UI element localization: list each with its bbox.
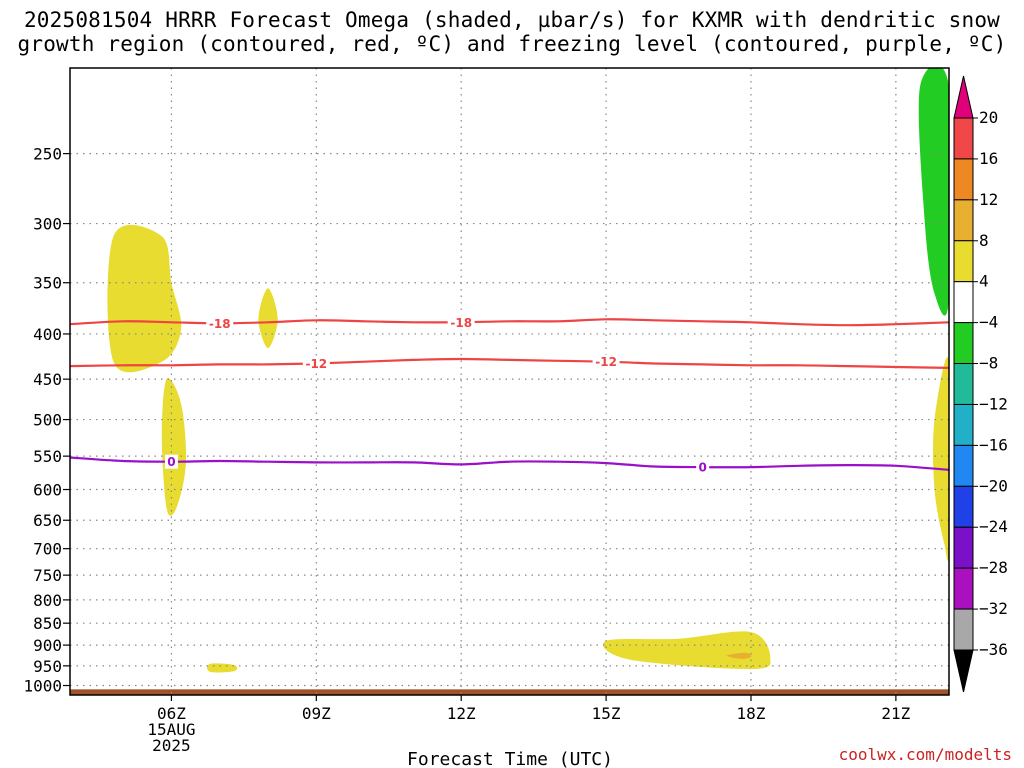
- colorbar-label-9: −20: [979, 476, 1008, 495]
- colorbar-label-6: −8: [979, 354, 998, 373]
- colorbar-label-8: −16: [979, 435, 1008, 454]
- colorbar-segment-10: [953, 526, 974, 569]
- colorbar-label-2: 12: [979, 190, 998, 209]
- colorbar-label-3: 8: [979, 231, 989, 250]
- y-tick-label-1000: 1000: [23, 677, 62, 696]
- y-tick-label-250: 250: [33, 145, 62, 164]
- contour-label-bg--12-0: [302, 356, 330, 371]
- y-tick-label-550: 550: [33, 447, 62, 466]
- omega-region-2: [258, 288, 278, 349]
- x-date-label-1: 2025: [152, 736, 191, 755]
- colorbar-segment-0: [953, 117, 974, 160]
- x-tick-label-18Z: 18Z: [737, 704, 766, 723]
- y-tick-label-800: 800: [33, 591, 62, 610]
- x-tick-label-21Z: 21Z: [881, 704, 910, 723]
- x-tick-label-12Z: 12Z: [447, 704, 476, 723]
- colorbar: 20 16 12 8 4 −4 −8 −12 −16 −20 −24 −28 −32 −36: [953, 75, 1008, 693]
- y-axis: 250 300 350 400 450 500 550 600 650 700 750 800 850 9…: [23, 145, 70, 696]
- terrain-fill: [70, 689, 949, 695]
- x-tick-label-06Z: 06Z: [157, 704, 186, 723]
- y-tick-label-350: 350: [33, 274, 62, 293]
- colorbar-segment-9: [953, 485, 974, 528]
- colorbar-segment-11: [953, 567, 974, 610]
- chart-title: 2025081504 HRRR Forecast Omega (shaded, …: [0, 8, 1024, 56]
- x-tick-label-09Z: 09Z: [302, 704, 331, 723]
- omega-shading: [70, 68, 949, 695]
- contour-label-0-0: 0: [167, 455, 175, 469]
- contour-label-bg--18-0: [206, 316, 234, 331]
- y-tick-label-300: 300: [33, 215, 62, 234]
- contour-label--12-0: -12: [305, 357, 327, 371]
- colorbar-bottom-arrow: [953, 649, 974, 693]
- colorbar-segment-4: [953, 281, 974, 324]
- grid-lines: [70, 68, 949, 695]
- colorbar-label-10: −24: [979, 517, 1008, 536]
- omega-region-7: [932, 357, 949, 561]
- plot-frame: [69, 67, 950, 696]
- colorbar-label-5: −4: [979, 313, 998, 332]
- colorbar-segment-8: [953, 444, 974, 487]
- chart-title-line1: 2025081504 HRRR Forecast Omega (shaded, …: [23, 8, 1001, 32]
- colorbar-label-4: 4: [979, 272, 989, 291]
- contour-lines: -18 -18 -12 -12 0 0: [70, 315, 949, 475]
- omega-region-6: [918, 68, 949, 316]
- y-tick-label-700: 700: [33, 540, 62, 559]
- colorbar-segment-2: [953, 199, 974, 242]
- colorbar-label-1: 16: [979, 149, 998, 168]
- y-tick-label-450: 450: [33, 370, 62, 389]
- contour-label-bg--12-1: [592, 354, 620, 369]
- colorbar-segment-6: [953, 363, 974, 405]
- contour-label--12-1: -12: [595, 355, 617, 369]
- omega-region-4: [603, 631, 771, 670]
- contour-line--12: [70, 357, 949, 369]
- y-tick-label-500: 500: [33, 411, 62, 430]
- y-tick-label-400: 400: [33, 325, 62, 344]
- y-tick-label-650: 650: [33, 511, 62, 530]
- x-tick-label-15Z: 15Z: [592, 704, 621, 723]
- colorbar-segment-12: [953, 608, 974, 651]
- x-date-label-0: 15AUG: [147, 720, 195, 739]
- x-axis-label: Forecast Time (UTC): [407, 749, 613, 768]
- omega-region-3: [207, 663, 238, 673]
- colorbar-segment-5: [953, 322, 974, 365]
- colorbar-segment-1: [953, 158, 974, 201]
- colorbar-label-13: −36: [979, 640, 1008, 659]
- contour-line--18: [70, 318, 949, 327]
- colorbar-label-7: −12: [979, 394, 1008, 413]
- colorbar-label-11: −28: [979, 558, 1008, 577]
- colorbar-top-arrow: [953, 75, 974, 119]
- y-tick-label-750: 750: [33, 566, 62, 585]
- y-tick-label-950: 950: [33, 657, 62, 676]
- contour-label-bg-0-1: [696, 460, 710, 475]
- contour-label-bg--18-1: [447, 315, 475, 330]
- chart-title-line2: growth region (contoured, red, ºC) and f…: [17, 32, 1007, 56]
- credit-text: coolwx.com/modelts: [838, 745, 1012, 764]
- omega-region-5: [726, 652, 752, 659]
- contour-label-0-1: 0: [699, 461, 707, 475]
- y-tick-label-850: 850: [33, 614, 62, 633]
- y-tick-label-900: 900: [33, 636, 62, 655]
- colorbar-segment-3: [953, 240, 974, 283]
- contour-line-0: [70, 456, 949, 471]
- contour-label--18-1: -18: [450, 316, 472, 330]
- y-tick-label-600: 600: [33, 481, 62, 500]
- colorbar-segment-7: [953, 403, 974, 446]
- colorbar-label-0: 20: [979, 108, 998, 127]
- omega-region-0: [107, 224, 182, 373]
- colorbar-label-12: −32: [979, 599, 1008, 618]
- contour-label--18-0: -18: [209, 317, 231, 331]
- omega-region-1: [161, 378, 187, 516]
- contour-label-bg-0-0: [164, 454, 178, 469]
